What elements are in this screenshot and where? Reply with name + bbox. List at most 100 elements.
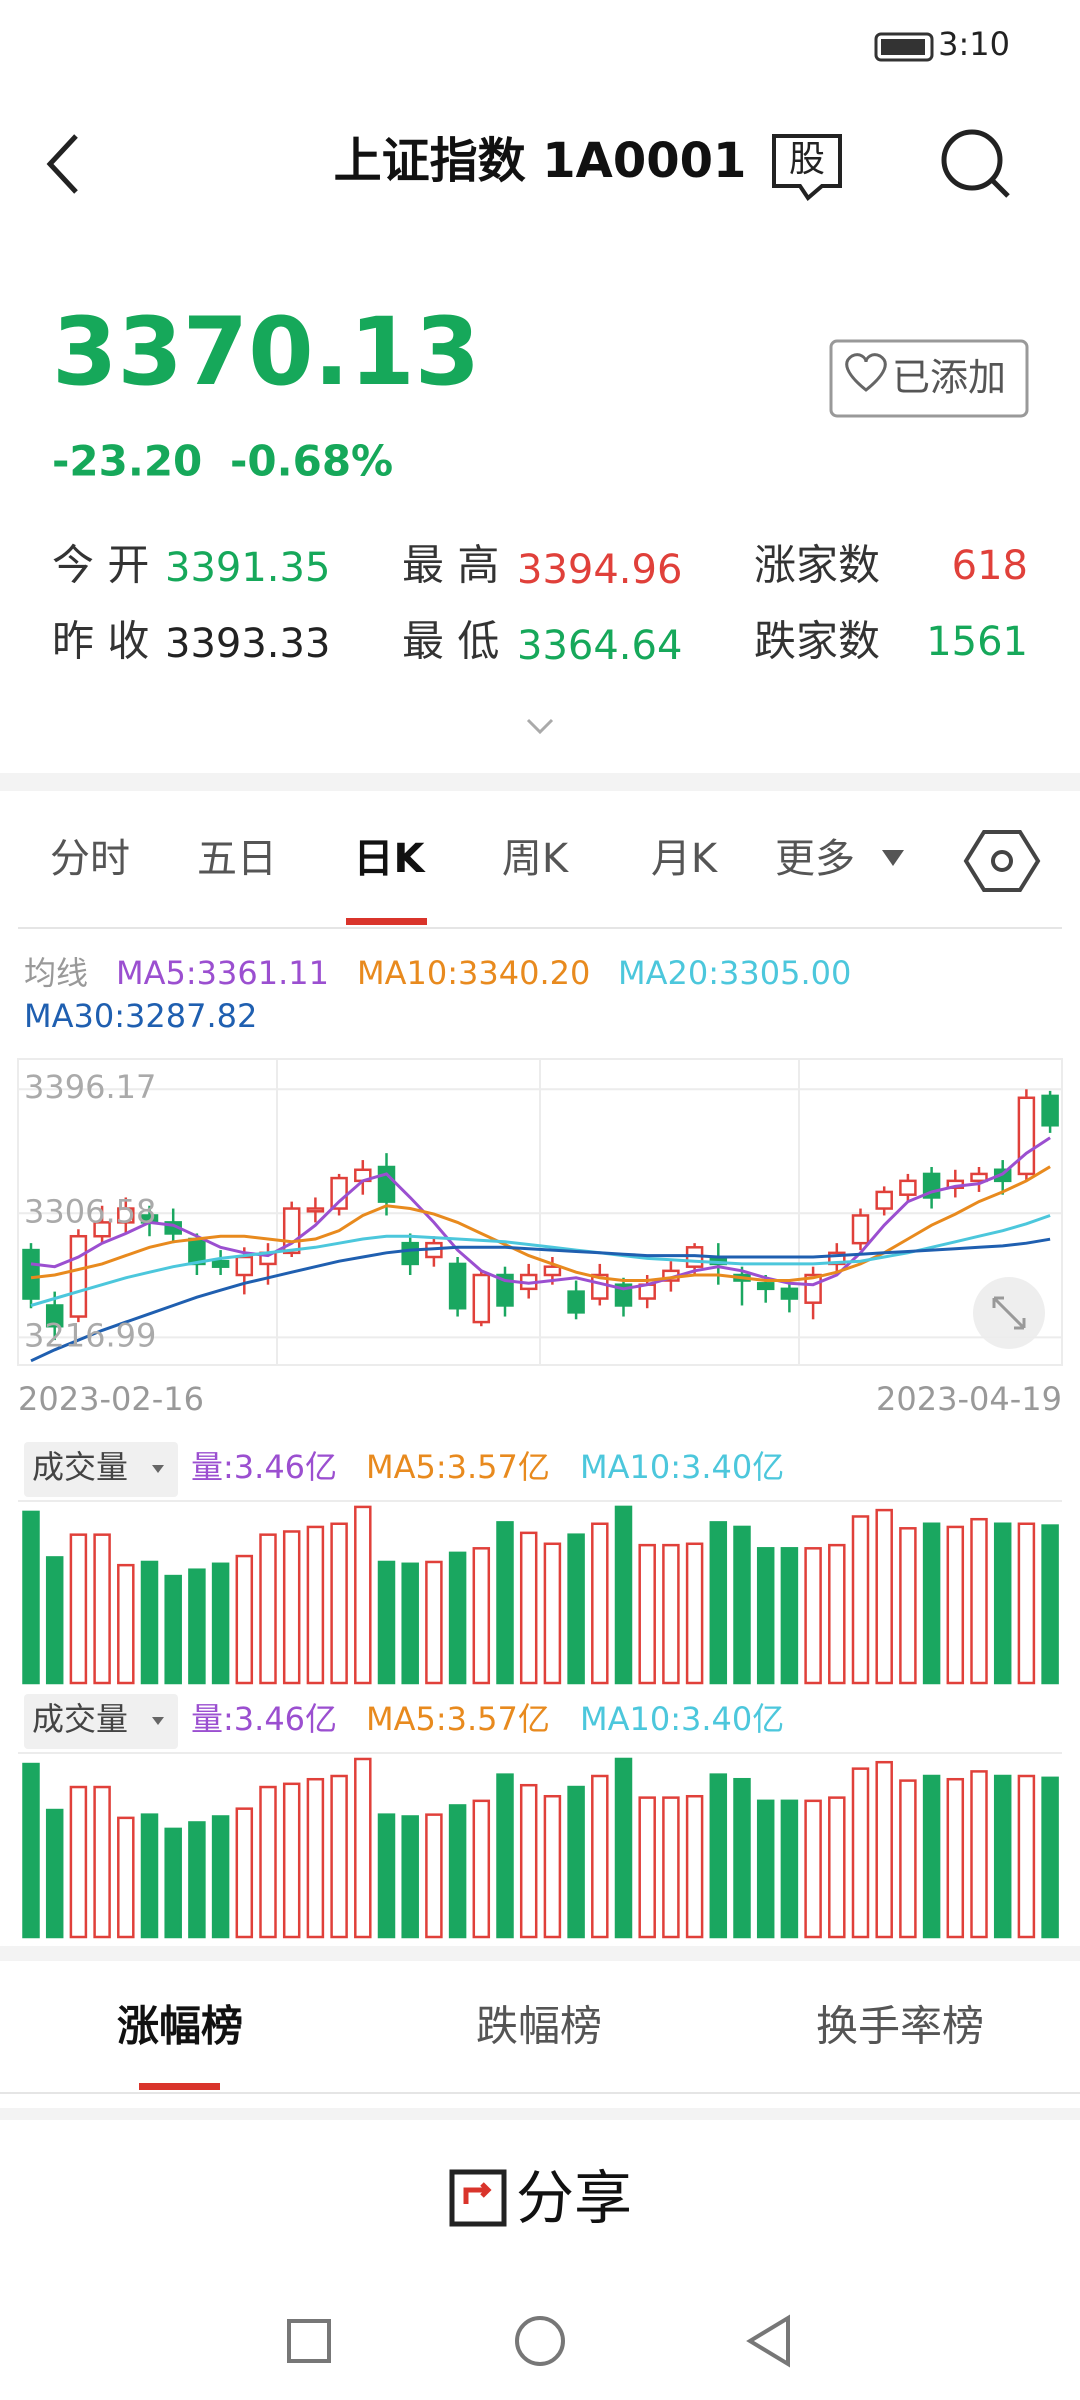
status-time: 3:10 xyxy=(938,25,1010,63)
back-button[interactable] xyxy=(46,134,78,194)
watch-text: 已添加 xyxy=(892,356,1006,400)
volume-bar xyxy=(354,1505,372,1685)
volume-legend: MA10:3.40亿 xyxy=(580,1700,784,1738)
period-tab[interactable]: 周K xyxy=(502,836,570,882)
candle-body xyxy=(875,1190,893,1210)
volume-bar xyxy=(519,1531,538,1685)
candle-body xyxy=(591,1273,609,1300)
volume-selector xyxy=(24,1694,178,1749)
settings-hex xyxy=(963,830,1041,892)
candle-body xyxy=(780,1287,799,1300)
status-icons xyxy=(72,24,202,68)
volume-bar xyxy=(875,1760,893,1939)
volume-bar xyxy=(709,1521,728,1685)
volume-bar xyxy=(117,1816,135,1939)
volume-bar xyxy=(638,1543,656,1685)
stat-value: 3391.35 xyxy=(165,545,330,591)
volume-bar xyxy=(567,1785,585,1939)
candle-body xyxy=(472,1273,491,1324)
candle-body xyxy=(756,1282,775,1291)
settings-button[interactable] xyxy=(963,830,1041,892)
volume-bar xyxy=(425,1560,443,1685)
nav-back[interactable] xyxy=(746,2314,790,2368)
volume-dropdown xyxy=(152,1465,164,1473)
volume-bar xyxy=(685,1794,704,1939)
candle-body xyxy=(970,1172,988,1183)
candle-body xyxy=(235,1255,254,1277)
stat-label: 最 低 xyxy=(402,617,499,666)
candle-body xyxy=(330,1176,348,1210)
rank-tab[interactable]: 跌幅榜 xyxy=(476,2002,602,2051)
volume-bar xyxy=(448,1551,467,1685)
index-price: 3370.13 xyxy=(52,298,480,407)
volume-bar xyxy=(993,1522,1012,1685)
share-button[interactable]: 分享 xyxy=(449,2164,632,2232)
y-tick-label: 3396.17 xyxy=(24,1068,156,1106)
nav-home[interactable] xyxy=(515,2316,565,2366)
stat-value: 3364.64 xyxy=(517,623,682,669)
watch-button[interactable]: 已添加 xyxy=(829,339,1029,418)
volume-bar xyxy=(401,1562,419,1685)
volume-bar xyxy=(614,1757,633,1939)
search-button[interactable] xyxy=(941,129,1010,198)
volume-bar xyxy=(519,1783,538,1939)
volume-bar xyxy=(899,1779,917,1939)
volume-bar xyxy=(164,1574,182,1685)
volume-bar xyxy=(543,1542,562,1685)
badge-text: 股 xyxy=(789,139,825,180)
volume-bar xyxy=(472,1799,491,1939)
volume-bar xyxy=(662,1543,680,1685)
stock-badge[interactable]: 股 xyxy=(772,134,842,201)
volume-bar xyxy=(496,1521,514,1685)
volume-bar xyxy=(946,1777,965,1939)
period-tab[interactable]: 分时 xyxy=(50,836,130,882)
volume-title: 成交量 xyxy=(32,1448,128,1486)
settings-dot xyxy=(991,850,1013,872)
volume-bar xyxy=(330,1774,348,1939)
kline: 3396.17 3306.58 3216.99 xyxy=(18,1068,1062,1363)
volume-bar xyxy=(306,1525,325,1685)
volume-bar xyxy=(851,1767,870,1939)
volume-bar xyxy=(45,1808,64,1939)
volume-bar xyxy=(354,1757,372,1939)
volume-bar xyxy=(804,1547,822,1685)
ma-line xyxy=(30,1214,1051,1307)
period-tab[interactable]: 更多 xyxy=(775,836,855,882)
volume-bar xyxy=(780,1799,799,1939)
volume-bar xyxy=(756,1799,775,1939)
volume-bar xyxy=(22,1762,40,1939)
stat-label: 涨家数 xyxy=(754,541,880,590)
price-change-pct: -0.68% xyxy=(230,437,393,486)
volume-bar xyxy=(235,1554,254,1685)
expand-chevron[interactable] xyxy=(526,718,554,735)
volume-bar xyxy=(875,1508,893,1685)
share-icon xyxy=(449,2169,507,2227)
rank-indicator xyxy=(139,2083,220,2090)
rank-tab[interactable]: 换手率榜 xyxy=(816,2002,984,2051)
period-tab[interactable]: 月K xyxy=(651,836,719,882)
volume-bar xyxy=(164,1827,182,1939)
legend-title: 均线 xyxy=(24,954,88,992)
volume-bar xyxy=(828,1796,846,1939)
search-handle xyxy=(990,178,1010,198)
volume-bar xyxy=(211,1815,230,1939)
volume-bar xyxy=(543,1794,562,1939)
share-arrow xyxy=(463,2182,492,2204)
nav-recents[interactable] xyxy=(287,2319,331,2363)
period-tab[interactable]: 五日 xyxy=(197,836,277,882)
separator xyxy=(0,2108,1080,2120)
period-tab-active[interactable]: 日K xyxy=(354,836,427,882)
rank-tab-active[interactable]: 涨幅榜 xyxy=(117,2002,243,2051)
candle-body xyxy=(377,1165,396,1203)
volume-bar xyxy=(733,1777,751,1939)
volume-bar xyxy=(117,1563,135,1685)
volume-bar xyxy=(306,1777,325,1939)
volume-bar xyxy=(1041,1524,1059,1685)
volume-legend: MA10:3.40亿 xyxy=(580,1448,784,1486)
candle-body xyxy=(69,1234,88,1318)
volume-legend: MA5:3.57亿 xyxy=(366,1700,550,1738)
volume-bar xyxy=(709,1773,728,1939)
volume-bar xyxy=(685,1542,704,1685)
volume-bar xyxy=(922,1774,941,1939)
